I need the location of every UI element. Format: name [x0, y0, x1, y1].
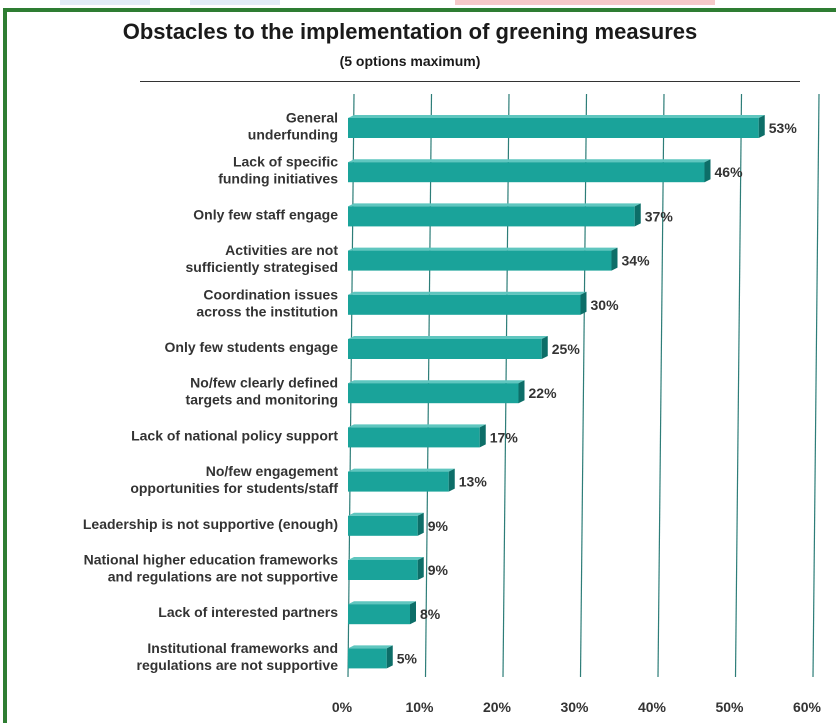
bar-top-face — [348, 512, 424, 516]
grid-layer — [347, 93, 820, 678]
category-label: funding initiatives — [218, 171, 338, 187]
bar-top-face — [348, 203, 641, 207]
gridline — [657, 93, 665, 678]
category-label: Only few staff engage — [193, 206, 338, 222]
bar — [348, 250, 612, 271]
green-frame — [3, 8, 836, 723]
value-label: 34% — [622, 253, 651, 269]
bar — [348, 471, 449, 492]
x-tick-label: 50% — [715, 699, 744, 715]
category-label: Leadership is not supportive (enough) — [83, 516, 338, 532]
bar — [348, 648, 387, 669]
bar-side-face — [417, 512, 424, 536]
value-label: 22% — [529, 385, 558, 401]
category-label: Lack of interested partners — [158, 604, 338, 620]
category-label: regulations are not supportive — [137, 657, 339, 673]
category-label: opportunities for students/staff — [130, 480, 338, 496]
bar — [348, 206, 635, 227]
bar-top-face — [348, 159, 711, 163]
bar — [348, 162, 705, 183]
value-label: 8% — [420, 606, 441, 622]
x-tick-labels: 0% 10% 20% 30% 40% 50% 60% — [332, 699, 822, 715]
bar-top-face — [348, 424, 486, 428]
x-tick-label: 20% — [483, 699, 512, 715]
chart-title: Obstacles to the implementation of green… — [122, 19, 698, 44]
bar — [348, 383, 519, 404]
bar-top-face — [348, 291, 587, 295]
x-tick-label: 60% — [793, 699, 822, 715]
bar-layer — [348, 115, 765, 669]
category-label: National higher education frameworks — [84, 552, 339, 568]
gridline — [579, 93, 588, 678]
bar-side-face — [580, 291, 587, 315]
bar-side-face — [634, 203, 641, 227]
bar — [348, 339, 542, 359]
bar — [348, 560, 418, 580]
category-label: Coordination issues — [203, 286, 338, 302]
category-label: General — [286, 110, 338, 126]
bar-side-face — [479, 424, 486, 448]
bar-side-face — [541, 336, 548, 359]
category-label: No/few clearly defined — [190, 375, 338, 391]
bar-side-face — [758, 115, 765, 138]
bar — [348, 604, 410, 625]
bar — [348, 118, 759, 138]
bar-side-face — [448, 468, 455, 492]
bar-top-face — [348, 336, 548, 339]
bar-side-face — [410, 601, 416, 625]
title-underline — [140, 81, 800, 82]
x-tick-label: 10% — [405, 699, 434, 715]
category-label: underfunding — [248, 127, 338, 143]
value-label: 46% — [715, 164, 744, 180]
value-label: 13% — [459, 474, 488, 490]
category-label: across the institution — [196, 303, 338, 319]
category-label: Only few students engage — [165, 339, 339, 355]
bar-top-face — [348, 557, 424, 560]
x-tick-label: 30% — [560, 699, 589, 715]
value-label: 25% — [552, 341, 581, 357]
category-label: Activities are not — [225, 242, 338, 258]
value-label: 5% — [397, 650, 418, 666]
category-label: Lack of national policy support — [131, 427, 338, 443]
x-tick-label: 0% — [332, 699, 353, 715]
top-strip-segment — [190, 0, 280, 5]
bar-side-face — [518, 380, 525, 404]
category-label: Institutional frameworks and — [147, 640, 338, 656]
bar-side-face — [417, 557, 424, 580]
bar-top-face — [348, 645, 393, 649]
bar-side-face — [611, 247, 618, 271]
bar-top-face — [348, 115, 765, 118]
value-label: 37% — [645, 208, 674, 224]
bar-top-face — [348, 601, 416, 605]
x-tick-label: 40% — [638, 699, 667, 715]
chart-subtitle: (5 options maximum) — [339, 53, 481, 69]
category-label: sufficiently strategised — [186, 259, 339, 275]
category-label: Lack of specific — [233, 154, 338, 170]
value-label: 9% — [428, 518, 449, 534]
bar-top-face — [348, 247, 618, 251]
top-color-strip — [0, 0, 836, 8]
bar-top-face — [348, 380, 525, 384]
top-strip-segment — [455, 0, 715, 5]
value-labels: 53% 46% 37% 34% 30% 25% 22% 17% 13% 9% 9% 8% 5% — [397, 120, 798, 666]
category-label: and regulations are not supportive — [108, 569, 338, 585]
category-label: targets and monitoring — [186, 392, 338, 408]
top-strip-segment — [60, 0, 150, 5]
value-label: 17% — [490, 429, 519, 445]
value-label: 30% — [591, 297, 620, 313]
value-label: 53% — [769, 120, 798, 136]
bar-side-face — [386, 645, 393, 669]
gridline — [812, 93, 820, 678]
bar-side-face — [704, 159, 711, 183]
bar — [348, 427, 480, 448]
bar — [348, 515, 418, 536]
bar-top-face — [348, 468, 455, 472]
bar — [348, 294, 581, 315]
category-label: No/few engagement — [206, 463, 339, 479]
gridline — [734, 93, 743, 678]
value-label: 9% — [428, 562, 449, 578]
